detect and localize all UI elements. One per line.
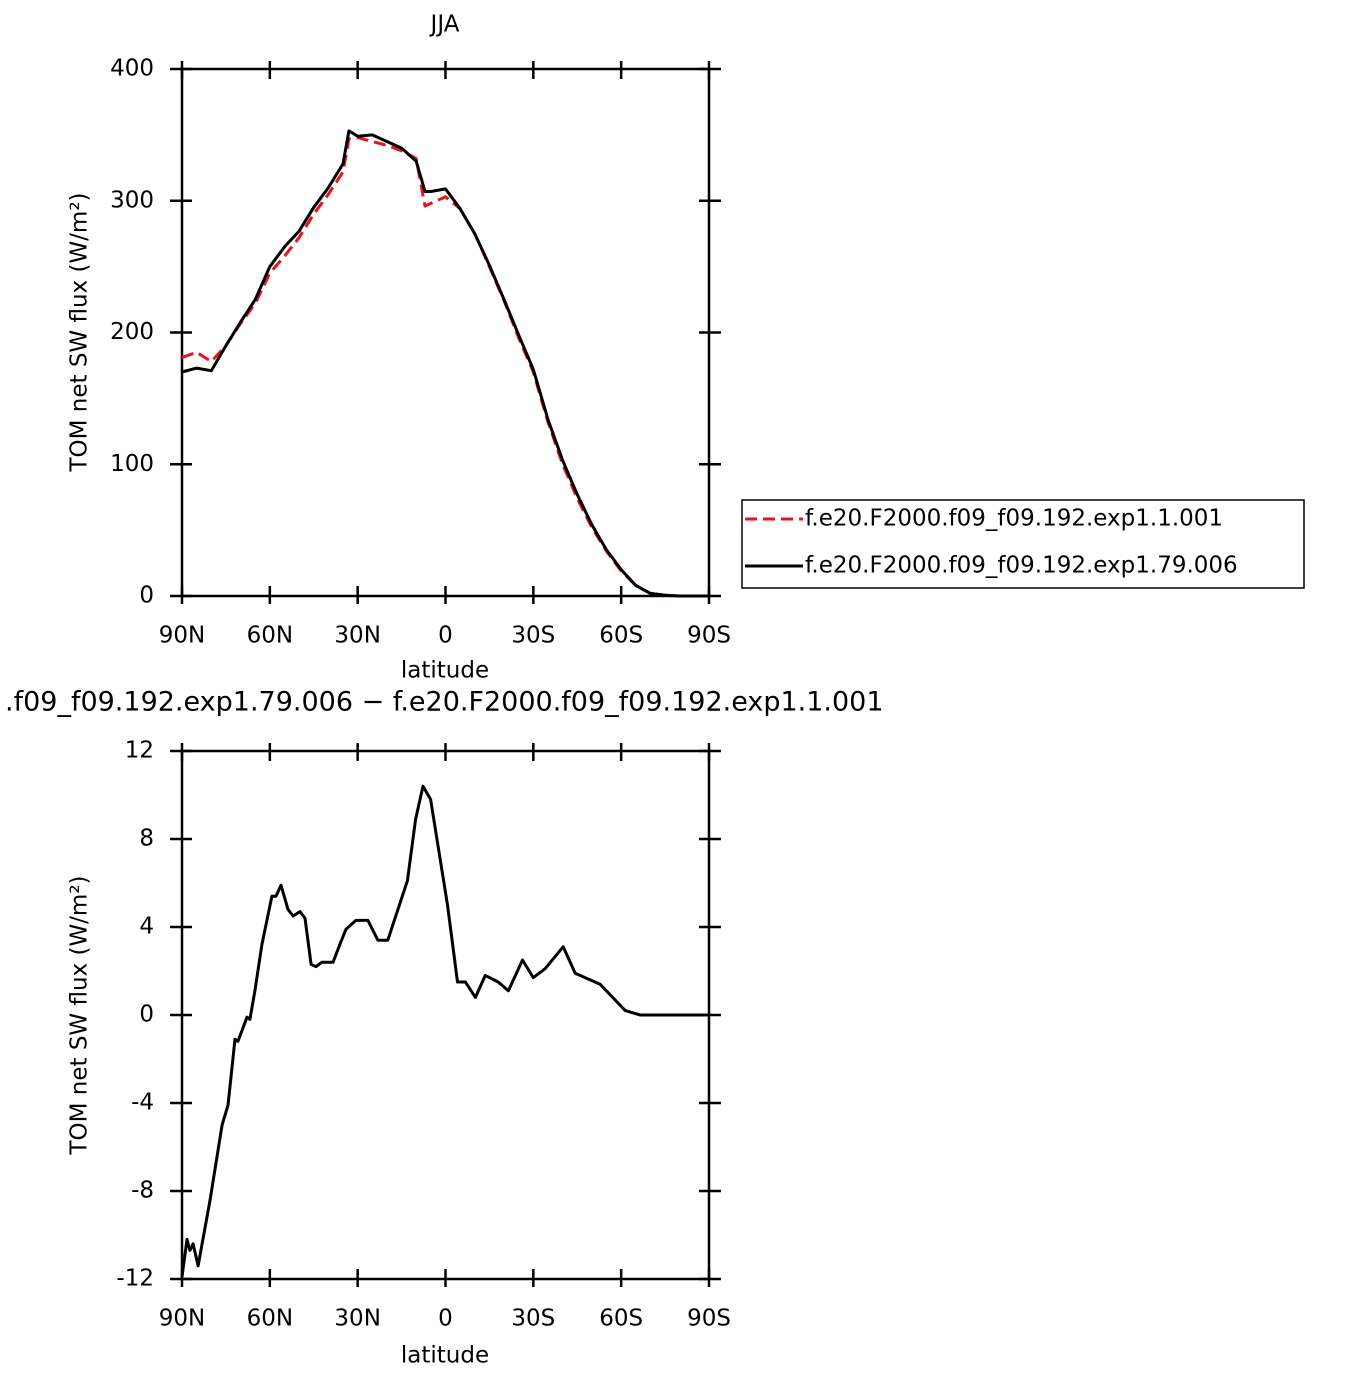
y-tick-label: -8 bbox=[131, 1178, 154, 1204]
data-line bbox=[181, 129, 709, 598]
x-axis-label: latitude bbox=[401, 658, 489, 684]
x-tick-label: 90N bbox=[159, 623, 205, 649]
y-tick-label: 300 bbox=[110, 187, 154, 213]
y-axis-label: TOM net SW flux (W/m²) bbox=[67, 875, 93, 1155]
y-tick-label: 12 bbox=[125, 738, 154, 764]
chart-title: JJA bbox=[429, 12, 460, 38]
x-axis-label: latitude bbox=[401, 1343, 489, 1369]
y-tick-label: 4 bbox=[139, 914, 154, 940]
x-tick-label: 90S bbox=[687, 623, 731, 649]
legend-box bbox=[741, 499, 1305, 589]
x-tick-label: 0 bbox=[438, 623, 453, 649]
x-tick-label: 90N bbox=[159, 1306, 205, 1332]
x-tick-label: 30N bbox=[334, 1306, 380, 1332]
data-line bbox=[180, 784, 709, 1277]
x-tick-label: 60N bbox=[247, 1306, 293, 1332]
y-tick-label: -4 bbox=[131, 1090, 154, 1116]
chart-title: .f09_f09.192.exp1.79.006 − f.e20.F2000.f… bbox=[5, 687, 884, 718]
x-tick-label: 30N bbox=[334, 623, 380, 649]
y-tick-label: 0 bbox=[139, 583, 154, 609]
y-tick-label: 100 bbox=[110, 451, 154, 477]
y-tick-label: 0 bbox=[139, 1002, 154, 1028]
data-line bbox=[181, 136, 709, 598]
y-tick-label: 400 bbox=[110, 56, 154, 82]
x-tick-label: 0 bbox=[438, 1306, 453, 1332]
legend-label: f.e20.F2000.f09_f09.192.exp1.79.006 bbox=[805, 553, 1238, 579]
plot-frame bbox=[180, 67, 711, 598]
y-axis-label: TOM net SW flux (W/m²) bbox=[67, 192, 93, 472]
legend: f.e20.F2000.f09_f09.192.exp1.1.001 f.e20… bbox=[741, 499, 1305, 589]
y-tick-label: 200 bbox=[110, 319, 154, 345]
legend-label: f.e20.F2000.f09_f09.192.exp1.1.001 bbox=[805, 506, 1223, 532]
x-tick-label: 60S bbox=[599, 623, 643, 649]
plot-frame bbox=[180, 749, 711, 1281]
x-tick-label: 60N bbox=[247, 623, 293, 649]
x-tick-label: 90S bbox=[687, 1306, 731, 1332]
y-tick-label: -12 bbox=[116, 1266, 154, 1292]
y-tick-label: 8 bbox=[139, 826, 154, 852]
x-tick-label: 60S bbox=[599, 1306, 643, 1332]
x-tick-label: 30S bbox=[511, 623, 555, 649]
x-tick-label: 30S bbox=[511, 1306, 555, 1332]
